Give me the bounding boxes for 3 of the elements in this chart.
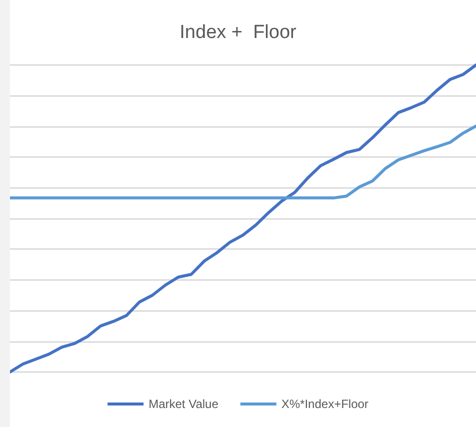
legend-label: X%*Index+Floor [281,397,368,411]
legend-label: Market Value [148,397,219,411]
chart-title: Index + Floor [180,22,298,43]
